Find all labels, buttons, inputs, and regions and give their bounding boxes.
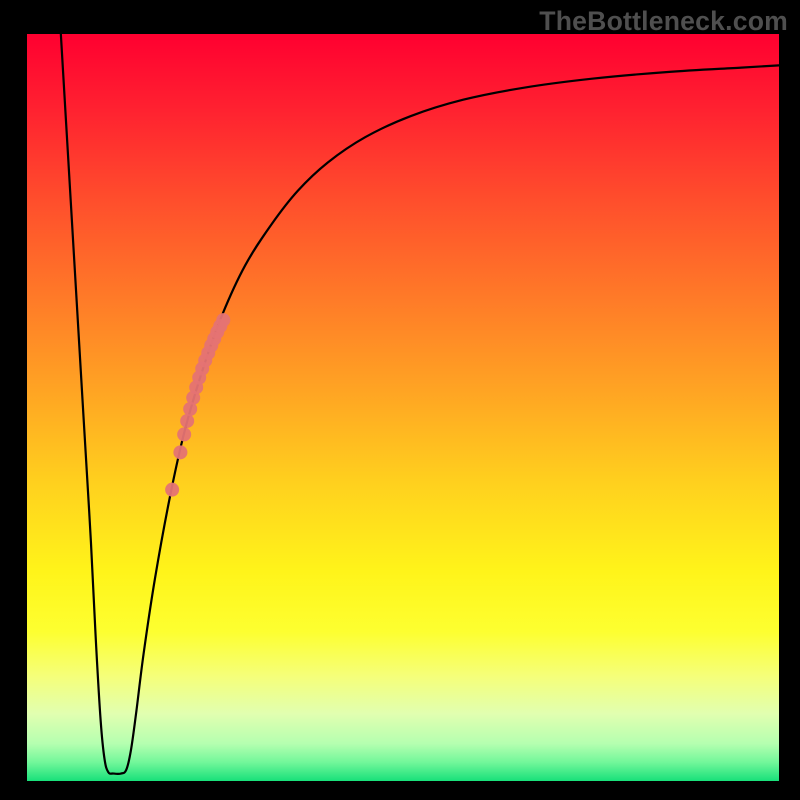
plot-background bbox=[27, 34, 779, 781]
plot-svg bbox=[27, 34, 779, 781]
data-marker bbox=[165, 483, 179, 497]
data-marker bbox=[180, 414, 194, 428]
chart-container: TheBottleneck.com bbox=[0, 0, 800, 800]
watermark-text: TheBottleneck.com bbox=[539, 6, 788, 37]
data-marker bbox=[177, 427, 191, 441]
data-marker bbox=[173, 445, 187, 459]
data-marker bbox=[216, 313, 230, 327]
